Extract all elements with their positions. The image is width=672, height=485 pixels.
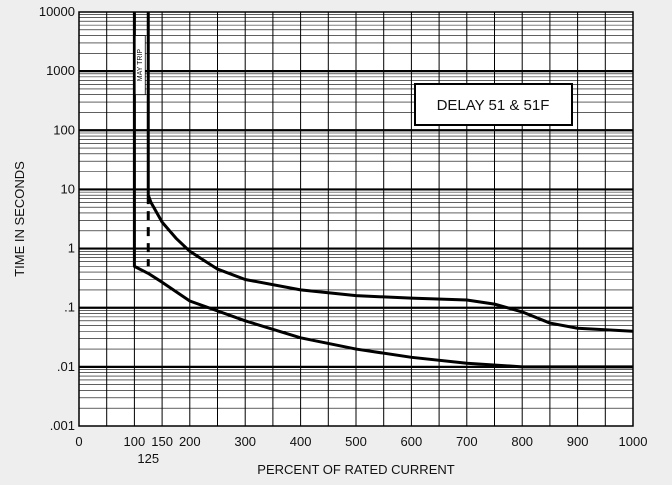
may-trip-annotation: MAY TRIP bbox=[134, 35, 146, 96]
x-tick-label-125: 125 bbox=[137, 451, 159, 466]
x-tick-label: 300 bbox=[234, 434, 256, 449]
trip-curve-1 bbox=[146, 12, 634, 333]
x-tick-label: 900 bbox=[567, 434, 589, 449]
trip-curve-2 bbox=[132, 12, 633, 369]
tick-labels: 0 100 150 200 300 400 500 600 700 800 900 1000 125 .0… bbox=[39, 4, 648, 466]
may-trip-label: MAY TRIP bbox=[137, 49, 144, 82]
may-trip-box bbox=[134, 35, 146, 96]
y-tick-label: 100 bbox=[53, 122, 75, 137]
legend: DELAY 51 & 51F bbox=[414, 83, 573, 126]
x-tick-label: 1000 bbox=[619, 434, 648, 449]
x-tick-label: 0 bbox=[75, 434, 82, 449]
x-tick-label: 700 bbox=[456, 434, 478, 449]
y-tick-label: 1 bbox=[68, 241, 75, 256]
y-tick-label: 10000 bbox=[39, 4, 75, 19]
y-tick-label: .01 bbox=[57, 359, 75, 374]
legend-label: DELAY 51 & 51F bbox=[437, 97, 550, 114]
y-tick-label: .001 bbox=[50, 418, 75, 433]
series-layer bbox=[132, 12, 634, 369]
x-axis-title: PERCENT OF RATED CURRENT bbox=[257, 462, 454, 477]
y-tick-label: 10 bbox=[61, 181, 75, 196]
x-tick-label: 600 bbox=[401, 434, 423, 449]
x-tick-label: 400 bbox=[290, 434, 312, 449]
x-tick-label: 150 bbox=[151, 434, 173, 449]
x-tick-label: 500 bbox=[345, 434, 367, 449]
y-tick-label: .1 bbox=[64, 300, 75, 315]
plot-frame bbox=[78, 11, 634, 427]
x-tick-label: 800 bbox=[511, 434, 533, 449]
x-tick-label: 200 bbox=[179, 434, 201, 449]
legend-box bbox=[414, 83, 573, 126]
grid bbox=[79, 12, 633, 426]
y-axis-title: TIME IN SECONDS bbox=[12, 161, 27, 277]
x-tick-label: 100 bbox=[124, 434, 146, 449]
y-tick-label: 1000 bbox=[46, 63, 75, 78]
